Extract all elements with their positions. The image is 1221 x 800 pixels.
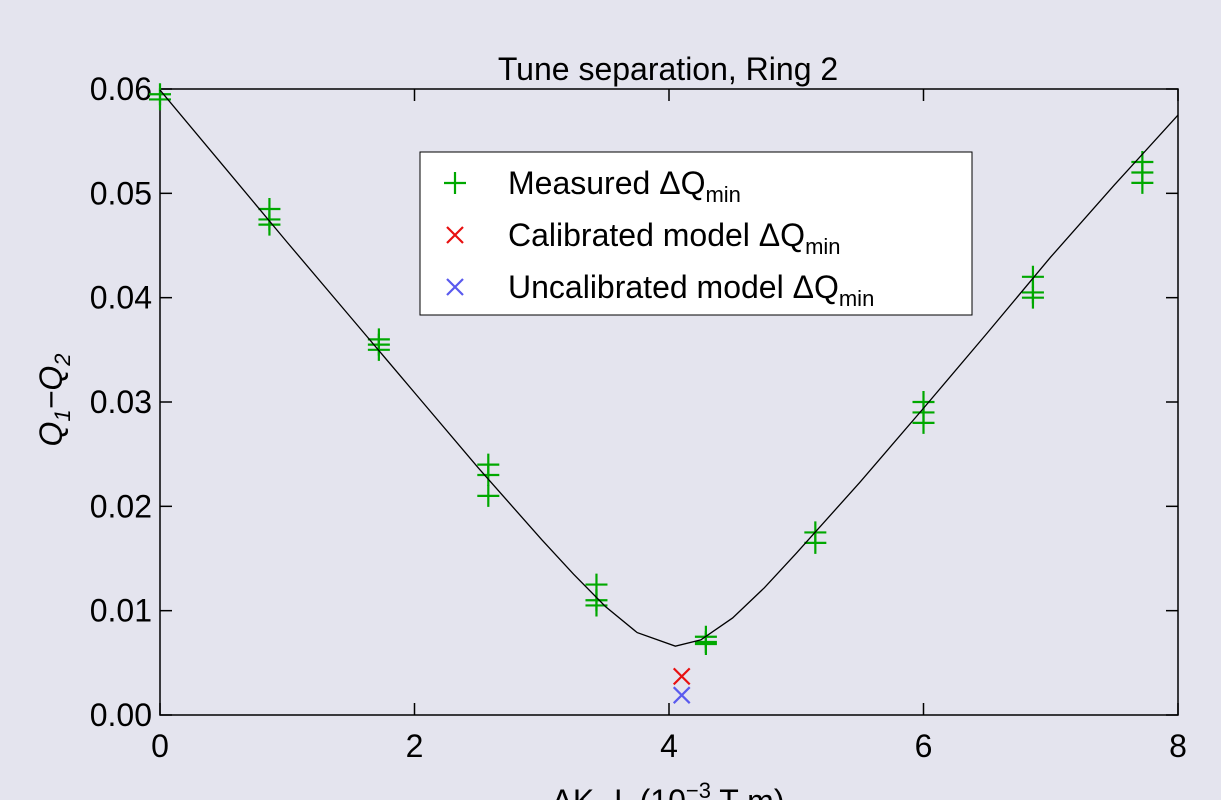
y-tick-label: 0.06 xyxy=(90,71,152,107)
data-point xyxy=(1131,171,1154,194)
data-point xyxy=(149,83,171,106)
x-tick-label: 0 xyxy=(151,728,169,764)
x-axis-label: ΔKs L (10−3 T m) xyxy=(552,778,785,800)
y-tick-label: 0.01 xyxy=(90,593,152,629)
legend-marker xyxy=(446,278,464,296)
y-tick-label: 0.03 xyxy=(90,384,152,420)
y-tick-label: 0.00 xyxy=(90,697,152,733)
x-tick-label: 6 xyxy=(915,728,933,764)
legend-label: Calibrated model ΔQmin xyxy=(508,217,841,259)
y-tick-label: 0.05 xyxy=(90,175,152,211)
data-point xyxy=(258,213,281,236)
data-point xyxy=(804,531,827,554)
x-tick-label: 8 xyxy=(1169,728,1187,764)
legend-marker xyxy=(446,226,464,244)
legend-label: Measured ΔQmin xyxy=(508,165,741,207)
y-axis-label: Q1−Q2 xyxy=(33,354,75,447)
fit-line xyxy=(159,89,1179,647)
data-point xyxy=(477,484,500,507)
data-point xyxy=(912,411,935,434)
y-tick-label: 0.04 xyxy=(90,280,152,316)
data-point xyxy=(672,667,691,686)
legend-box xyxy=(419,151,973,316)
legend-subscript: min xyxy=(705,182,740,207)
legend-text: Calibrated model ΔQ xyxy=(508,217,805,253)
data-point xyxy=(1021,286,1044,309)
y-tick-label: 0.02 xyxy=(90,488,152,524)
chart-title: Tune separation, Ring 2 xyxy=(498,51,838,87)
legend-subscript: min xyxy=(839,286,874,311)
legend-label: Uncalibrated model ΔQmin xyxy=(508,269,874,311)
data-point xyxy=(477,464,500,487)
legend-subscript: min xyxy=(805,234,840,259)
x-tick-label: 4 xyxy=(660,728,678,764)
legend-text: Measured ΔQ xyxy=(508,165,705,201)
x-tick-label: 2 xyxy=(406,728,424,764)
legend-text: Uncalibrated model ΔQ xyxy=(508,269,839,305)
legend-marker xyxy=(444,172,466,194)
data-point xyxy=(672,686,691,704)
